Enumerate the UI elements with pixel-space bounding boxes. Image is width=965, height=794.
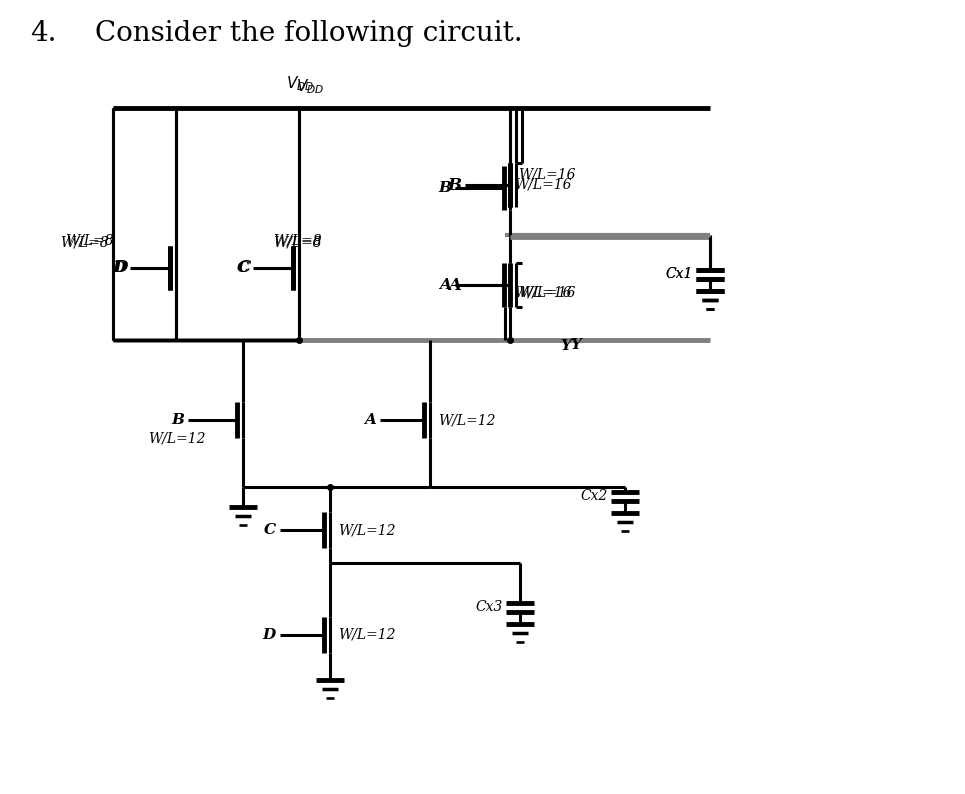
- Text: W/L=8: W/L=8: [273, 233, 321, 247]
- Text: C: C: [263, 523, 276, 537]
- Text: W/L=12: W/L=12: [148, 431, 206, 445]
- Text: D: D: [114, 260, 128, 276]
- Text: W/L=12: W/L=12: [438, 413, 495, 427]
- Text: Cx1: Cx1: [666, 267, 693, 281]
- Text: B: B: [171, 413, 184, 427]
- Text: Consider the following circuit.: Consider the following circuit.: [95, 20, 523, 47]
- Text: W/L=12: W/L=12: [338, 523, 396, 537]
- Text: W/L=8: W/L=8: [60, 236, 109, 250]
- Text: Y: Y: [570, 338, 581, 352]
- Text: $V_{DD}$: $V_{DD}$: [286, 75, 315, 93]
- Text: A: A: [364, 413, 376, 427]
- Text: A: A: [439, 278, 451, 292]
- Text: C: C: [237, 260, 251, 276]
- Text: B: B: [447, 176, 461, 194]
- Text: D: D: [262, 628, 276, 642]
- Text: C: C: [236, 261, 249, 275]
- Text: Y: Y: [560, 339, 571, 353]
- Text: Cx2: Cx2: [581, 489, 608, 503]
- Text: B: B: [438, 181, 451, 195]
- Text: W/L=16: W/L=16: [514, 286, 571, 300]
- Text: W/L=16: W/L=16: [514, 177, 571, 191]
- Text: A: A: [448, 276, 461, 294]
- Text: W/L=16: W/L=16: [518, 286, 575, 300]
- Text: W/L=8: W/L=8: [65, 233, 114, 247]
- Text: Cx1: Cx1: [666, 267, 693, 281]
- Text: Cx3: Cx3: [476, 600, 503, 614]
- Text: W/L=12: W/L=12: [338, 628, 396, 642]
- Text: $V_{DD}$: $V_{DD}$: [296, 77, 324, 96]
- Text: W/L=16: W/L=16: [518, 168, 575, 182]
- Text: W/L=8: W/L=8: [273, 236, 321, 250]
- Text: 4.: 4.: [30, 20, 57, 47]
- Text: D: D: [113, 261, 126, 275]
